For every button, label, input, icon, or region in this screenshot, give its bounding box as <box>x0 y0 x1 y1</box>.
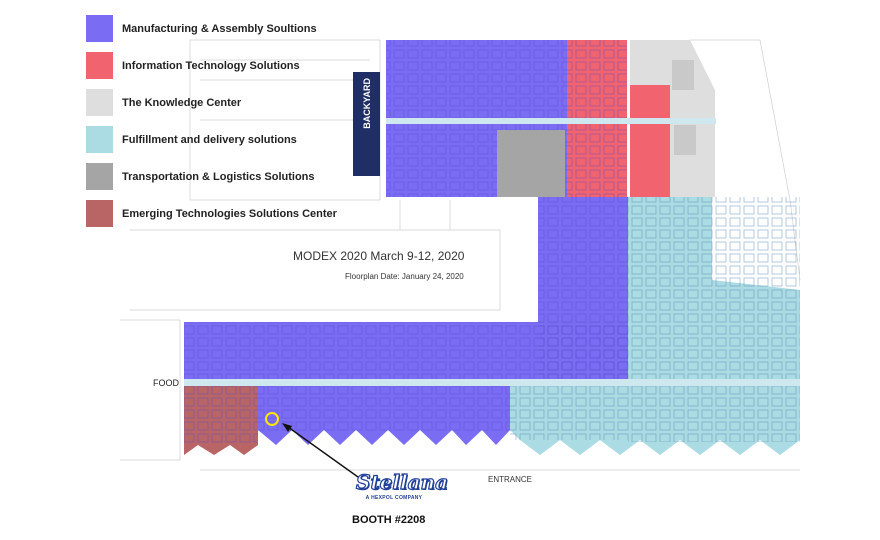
logo-wordmark: Stellana <box>355 469 449 494</box>
building-outline <box>120 39 801 471</box>
legend-item-information-technology: Information Technology Solutions <box>86 47 337 84</box>
legend-swatch <box>86 52 113 79</box>
zone-emerging-tech <box>184 385 258 455</box>
legend-swatch <box>86 89 113 116</box>
legend-item-emerging-tech: Emerging Technologies Solutions Center <box>86 195 337 232</box>
legend-swatch <box>86 200 113 227</box>
zone-fulfillment <box>510 197 800 455</box>
legend-label: The Knowledge Center <box>122 96 242 109</box>
legend-item-manufacturing: Manufacturing & Assembly Soultions <box>86 10 337 47</box>
entrance-label: ENTRANCE <box>488 475 533 484</box>
booth-marker[interactable] <box>265 412 279 426</box>
map-title: MODEX 2020 March 9-12, 2020 <box>293 249 465 263</box>
legend-swatch <box>86 126 113 153</box>
backyard-logo: BACKYARD <box>353 72 380 176</box>
legend-item-fulfillment: Fulfillment and delivery solutions <box>86 121 337 158</box>
legend-label: Transportation & Logistics Solutions <box>122 170 315 183</box>
food-label: FOOD <box>153 378 179 388</box>
logo-subtext: A HEXPOL COMPANY <box>365 495 423 501</box>
zone-transportation <box>497 130 565 197</box>
legend-swatch <box>86 15 113 42</box>
stellana-logo: Stellana A HEXPOL COMPANY <box>355 469 449 501</box>
map-subtitle: Floorplan Date: January 24, 2020 <box>345 272 464 281</box>
booth-label: BOOTH #2208 <box>352 514 426 526</box>
backyard-label: BACKYARD <box>361 78 372 129</box>
booth-arrow <box>282 423 359 478</box>
legend-label: Fulfillment and delivery solutions <box>122 133 297 146</box>
legend-label: Emerging Technologies Solutions Center <box>122 207 337 220</box>
legend-item-transportation: Transportation & Logistics Solutions <box>86 158 337 195</box>
legend-item-knowledge-center: The Knowledge Center <box>86 84 337 121</box>
aisles <box>184 118 800 386</box>
legend: Manufacturing & Assembly Soultions Infor… <box>86 10 337 232</box>
legend-label: Information Technology Solutions <box>122 59 300 72</box>
legend-swatch <box>86 163 113 190</box>
legend-label: Manufacturing & Assembly Soultions <box>122 22 317 35</box>
